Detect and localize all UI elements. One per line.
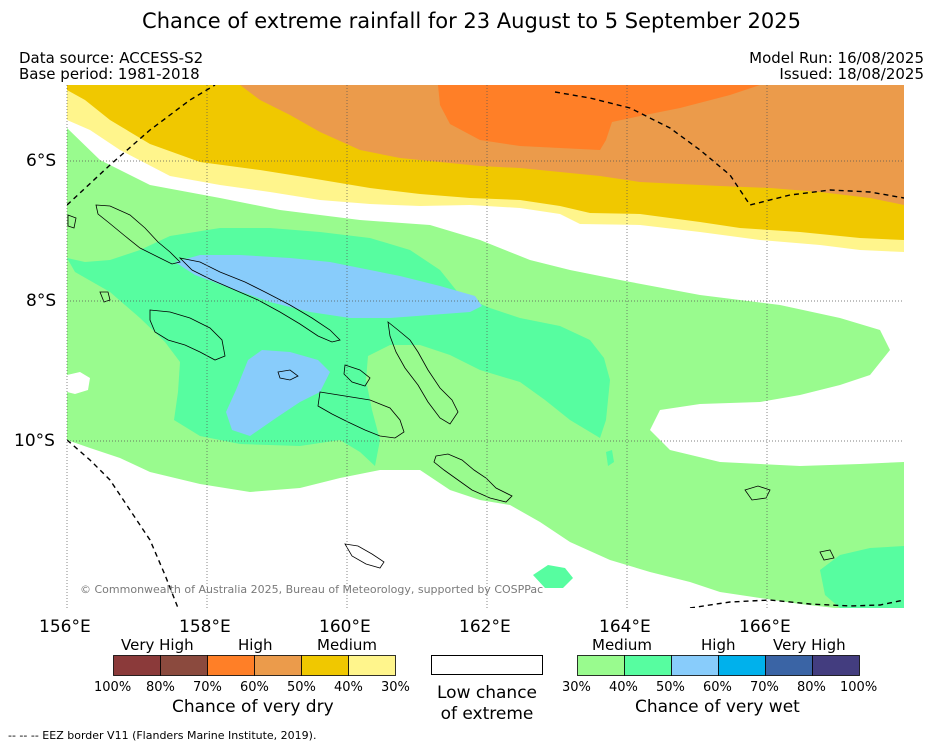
low-chance-swatch [431, 655, 543, 675]
island-outline [317, 391, 405, 439]
lon-tick-164e: 164°E [599, 617, 651, 637]
island-outline [433, 453, 513, 503]
low-chance-caption-line1: Low chance [437, 683, 537, 703]
island-outline [95, 204, 181, 265]
low-chance-caption-line2: of extreme [440, 704, 534, 724]
wet-pct-40: 40% [609, 680, 638, 695]
wet-band-50-north [175, 255, 482, 318]
eez-border-southeast [689, 599, 904, 608]
wet-header-high: High [701, 636, 736, 654]
island-outline [344, 543, 385, 569]
dry-pct-70: 70% [193, 680, 222, 695]
wet-swatch-4 [765, 655, 813, 676]
eez-footer-note: -- -- -- EEZ border V11 (Flanders Marine… [8, 729, 317, 742]
copyright-notice: © Commonwealth of Australia 2025, Bureau… [80, 583, 544, 596]
dry-header-medium: Medium [317, 636, 377, 654]
wet-band-40 [67, 228, 610, 466]
meta-right: Model Run: 16/08/2025 Issued: 18/08/2025 [749, 50, 924, 82]
wet-pct-30: 30% [562, 680, 591, 695]
island-outline [819, 549, 835, 561]
wet-band-50-south [226, 350, 330, 436]
dry-pct-60: 60% [240, 680, 269, 695]
wet-pct-100: 100% [840, 680, 878, 695]
dry-swatch-5 [348, 655, 396, 676]
lat-tick-8s: 8°S [26, 291, 57, 311]
eez-border-northeast [554, 91, 904, 206]
issued-label: Issued: 18/08/2025 [779, 65, 924, 83]
wet-swatch-5 [812, 655, 860, 676]
lon-tick-166e: 166°E [739, 617, 791, 637]
wet-patch-40-southeast [820, 546, 904, 608]
island-outline [149, 309, 226, 361]
wet-patch-40-south [533, 565, 573, 588]
wet-patch-40-small [606, 450, 614, 466]
wet-caption: Chance of very wet [635, 697, 800, 717]
island-outline [99, 291, 111, 303]
wet-swatch-1 [624, 655, 672, 676]
wet-colorbar [577, 655, 860, 676]
wet-pct-50: 50% [656, 680, 685, 695]
wet-pct-60: 60% [703, 680, 732, 695]
wet-swatch-2 [671, 655, 719, 676]
graticule [66, 85, 904, 608]
dry-colorbar [113, 655, 396, 676]
wet-swatch-0 [577, 655, 625, 676]
lat-tick-6s: 6°S [26, 151, 57, 171]
dry-header-very-high: Very High [121, 636, 194, 654]
lat-tick-10s: 10°S [14, 431, 55, 451]
dry-pct-80: 80% [146, 680, 175, 695]
dry-pct-40: 40% [334, 680, 363, 695]
dry-caption: Chance of very dry [172, 697, 334, 717]
model-run-label: Model Run: 16/08/2025 [749, 49, 924, 67]
data-source-label: Data source: ACCESS-S2 [19, 49, 204, 67]
base-period-label: Base period: 1981-2018 [19, 65, 200, 83]
wet-header-medium: Medium [592, 636, 652, 654]
eez-borders [67, 85, 904, 608]
dry-swatch-3 [254, 655, 302, 676]
island-outline [67, 214, 77, 229]
dry-swatch-0 [113, 655, 161, 676]
wet-swatch-3 [718, 655, 766, 676]
dry-header-high: High [238, 636, 273, 654]
island-outline [178, 257, 341, 343]
lon-tick-160e: 160°E [319, 617, 371, 637]
dry-band-60 [438, 85, 760, 150]
wet-pct-70: 70% [750, 680, 779, 695]
wet-pct-80: 80% [797, 680, 826, 695]
dry-pct-50: 50% [287, 680, 316, 695]
island-outline [744, 485, 771, 501]
lon-tick-162e: 162°E [459, 617, 511, 637]
wet-header-very-high: Very High [773, 636, 846, 654]
lon-tick-158e: 158°E [179, 617, 231, 637]
lon-tick-156e: 156°E [39, 617, 91, 637]
coastlines [67, 204, 835, 569]
dry-pct-100: 100% [94, 680, 132, 695]
eez-border-southwest [67, 439, 179, 608]
dry-swatch-4 [301, 655, 349, 676]
eez-border-northwest [67, 85, 216, 206]
dry-swatch-1 [160, 655, 208, 676]
island-outline [343, 364, 371, 387]
island-outline [277, 369, 299, 381]
meta-left: Data source: ACCESS-S2 Base period: 1981… [19, 50, 203, 82]
map-title: Chance of extreme rainfall for 23 August… [142, 9, 801, 33]
island-outline [387, 321, 459, 425]
dry-free-patch [67, 372, 90, 394]
dry-swatch-2 [207, 655, 255, 676]
map-fields [67, 85, 904, 608]
dry-pct-30: 30% [381, 680, 410, 695]
